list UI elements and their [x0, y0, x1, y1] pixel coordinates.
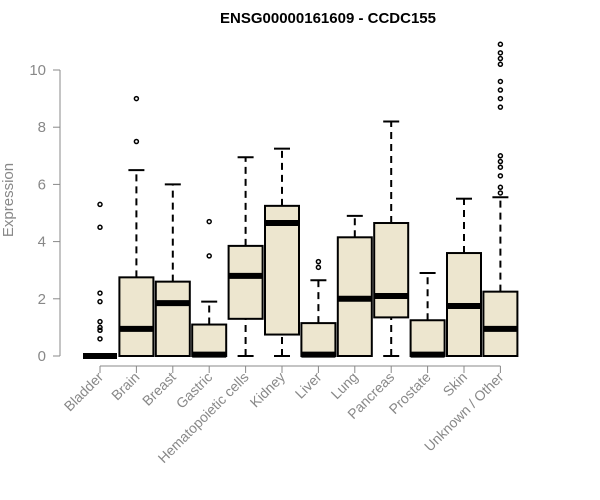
outlier-point — [206, 253, 212, 259]
y-tick-label: 0 — [38, 348, 46, 365]
x-tick-label: Brain — [108, 369, 142, 403]
outlier-point — [497, 104, 504, 110]
outlier-point — [497, 78, 504, 85]
outlier-point — [497, 158, 504, 165]
outlier-point — [315, 258, 322, 265]
box-iqr — [373, 222, 410, 319]
box-iqr — [191, 323, 228, 358]
outlier-point — [315, 264, 322, 271]
x-tick-label: Kidney — [247, 369, 289, 411]
outlier-point — [97, 201, 103, 208]
box-iqr — [154, 280, 191, 358]
box-iqr — [409, 319, 446, 357]
outlier-point — [133, 138, 140, 145]
outlier-point — [497, 190, 504, 196]
chart-title: ENSG00000161609 - CCDC155 — [220, 10, 436, 27]
y-tick-label: 2 — [38, 291, 46, 308]
outlier-point — [497, 55, 504, 62]
outlier-point — [497, 95, 504, 102]
outlier-point — [497, 164, 504, 170]
x-tick-label: Bladder — [61, 369, 107, 415]
outlier-point — [97, 318, 103, 325]
box-iqr — [227, 244, 264, 320]
y-tick-label: 10 — [29, 62, 46, 79]
box-iqr — [264, 204, 300, 336]
outlier-point — [97, 290, 103, 296]
outlier-point — [497, 50, 504, 56]
outlier-point — [133, 95, 140, 102]
box-iqr — [482, 290, 519, 357]
outlier-point — [497, 184, 504, 191]
x-tick-label: Skin — [440, 369, 471, 400]
x-tick-label: Breast — [139, 369, 179, 409]
y-tick-label: 4 — [38, 234, 46, 251]
outlier-point — [206, 218, 212, 225]
outlier-point — [97, 298, 103, 305]
y-axis-label: Expression — [0, 163, 17, 237]
outlier-point — [497, 61, 504, 68]
outlier-point — [497, 173, 504, 179]
x-tick-label: Lung — [328, 369, 361, 402]
outlier-point — [97, 327, 103, 334]
outlier-point — [497, 87, 504, 93]
y-tick-label: 6 — [38, 176, 46, 193]
box-iqr — [300, 322, 337, 357]
x-tick-label: Liver — [292, 369, 325, 402]
outlier-point — [97, 336, 103, 342]
outlier-point — [497, 153, 504, 159]
outlier-point — [97, 324, 103, 331]
box-iqr — [118, 276, 155, 358]
outlier-point — [97, 224, 103, 231]
y-tick-label: 8 — [38, 119, 46, 136]
outlier-point — [497, 41, 504, 48]
